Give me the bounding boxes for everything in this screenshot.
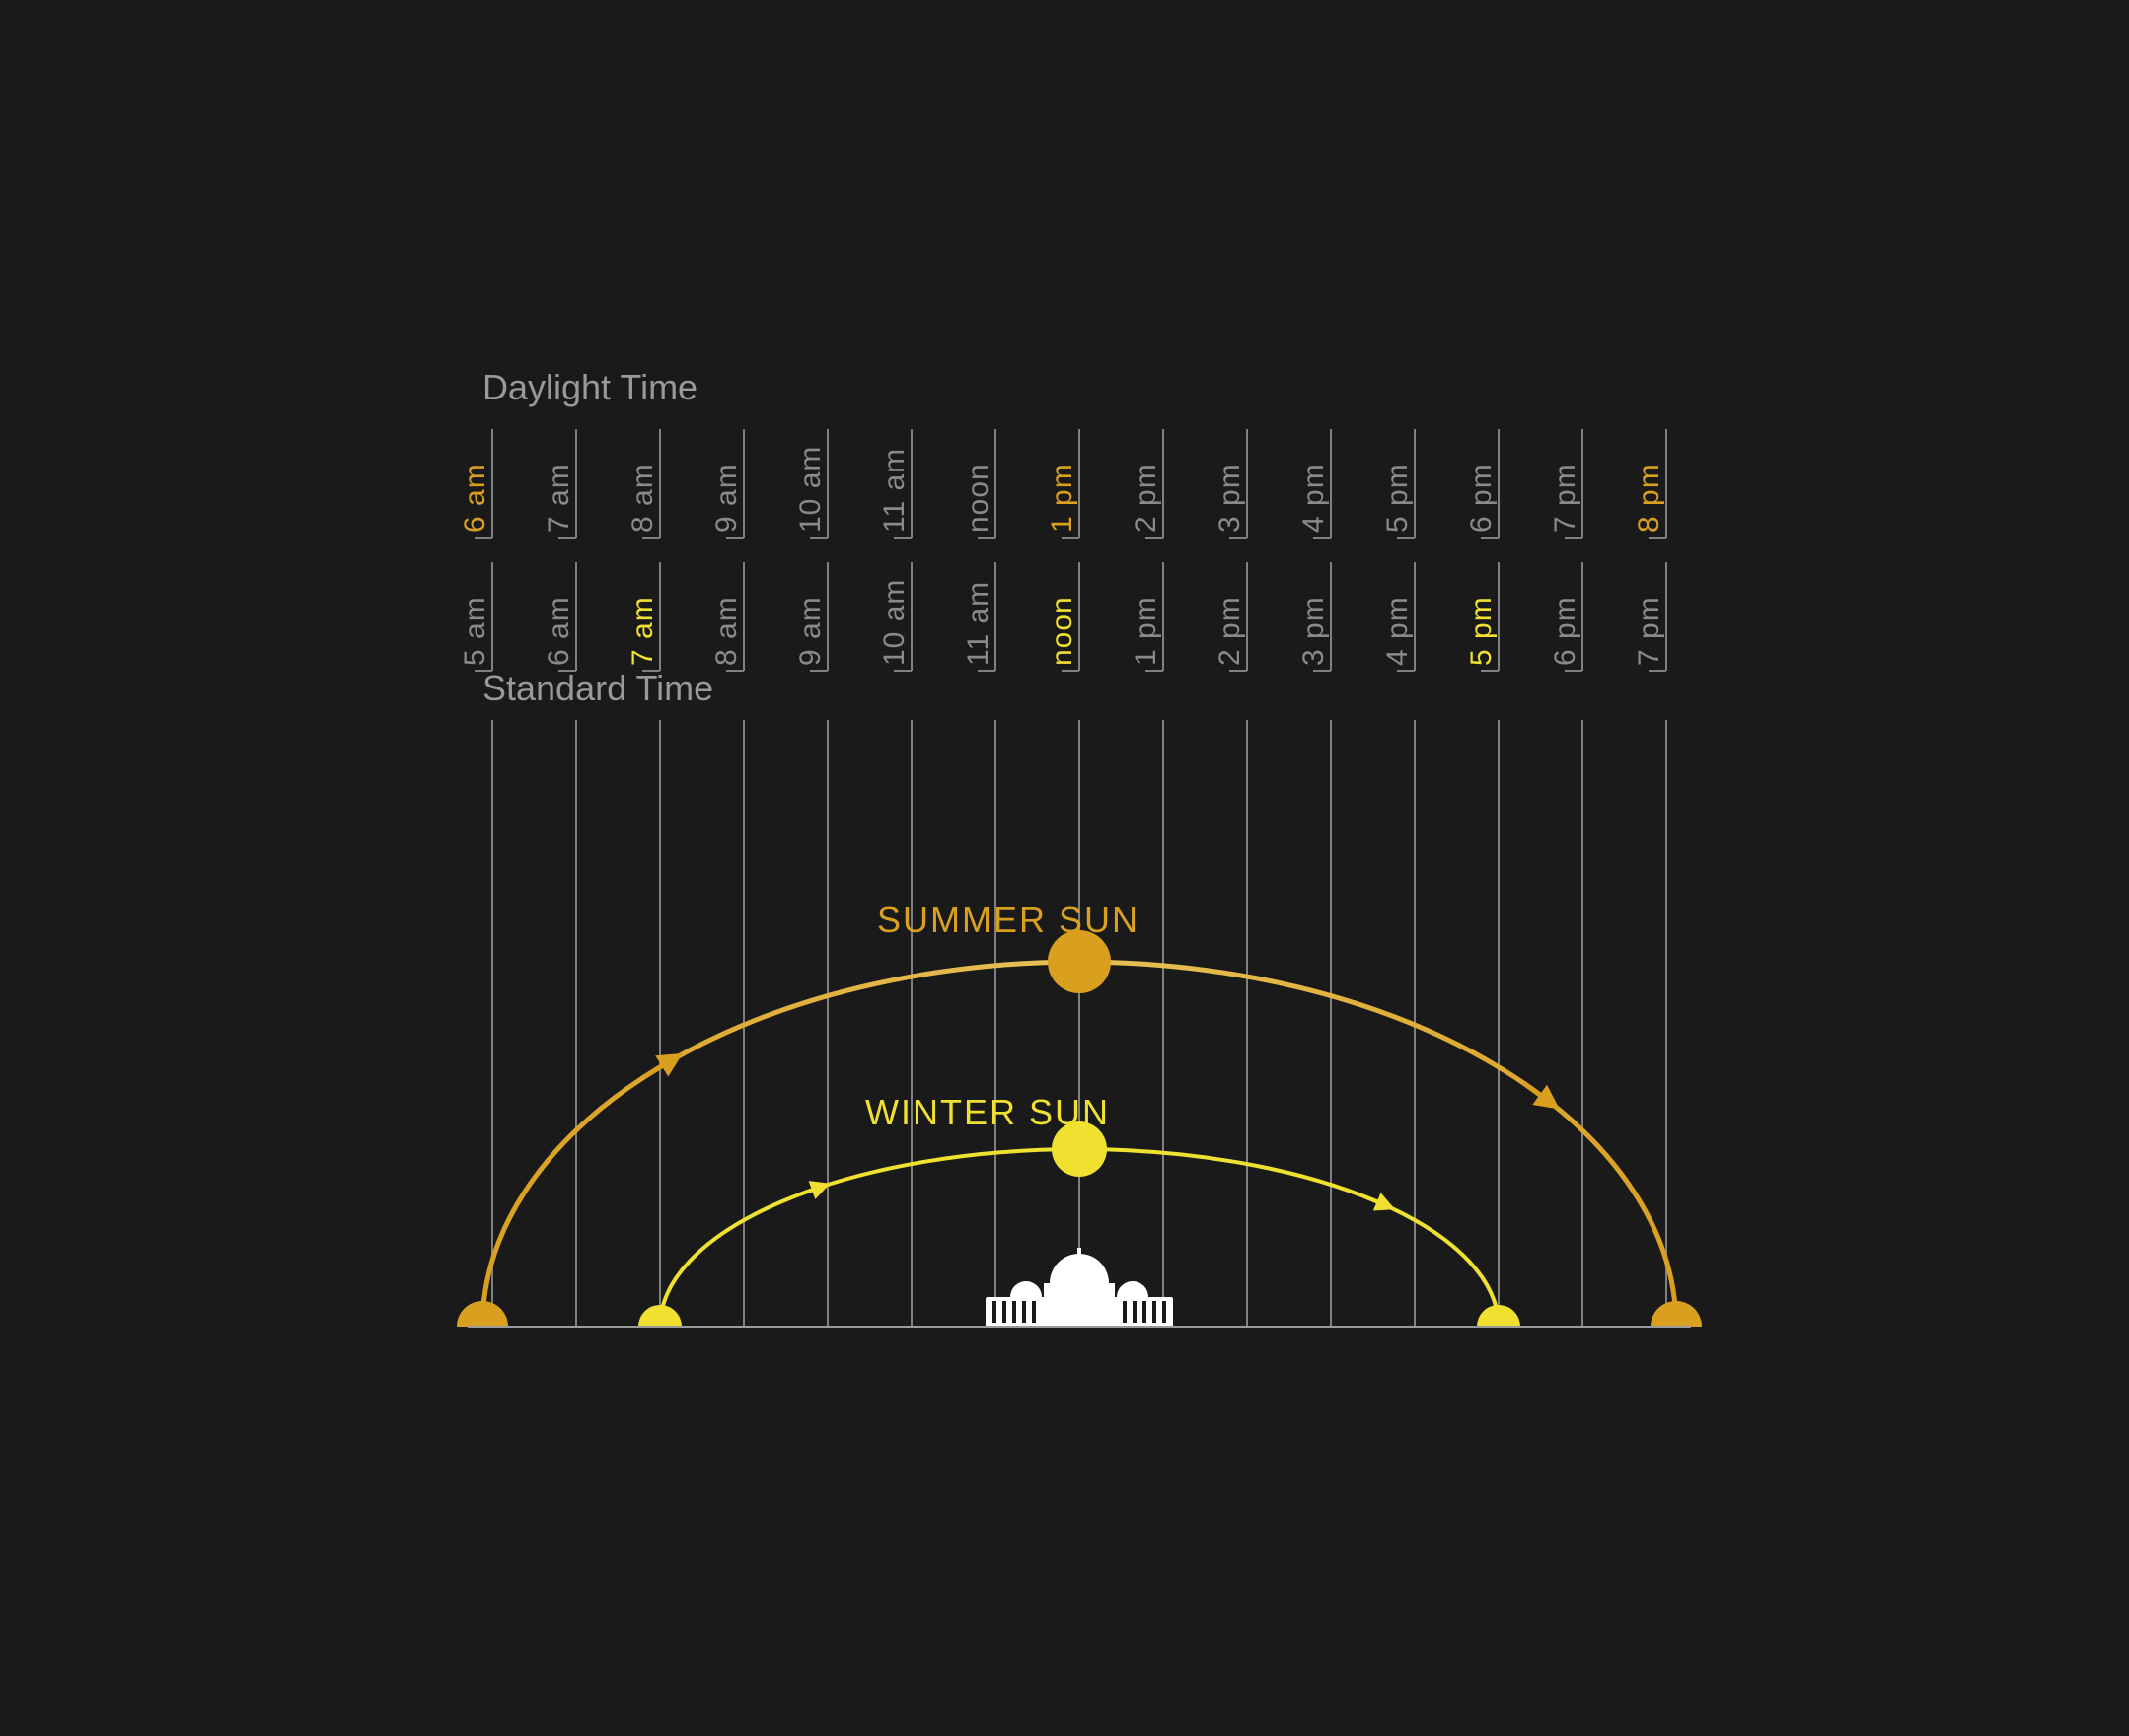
time-label: 5 am xyxy=(459,596,491,666)
time-label: 1 pm xyxy=(1046,463,1078,533)
time-label: noon xyxy=(1046,596,1078,666)
daylight-row: 6 am 7 am 8 am 9 am 10 am 11 am noon 1 pm 2 pm 3 … xyxy=(459,446,1665,533)
summer-label: SUMMER SUN xyxy=(877,900,1139,940)
winter-arrow xyxy=(799,1187,822,1194)
time-label: 6 pm xyxy=(1549,596,1581,666)
time-label: 10 am xyxy=(794,446,827,533)
observatory-icon xyxy=(986,1248,1173,1327)
time-label: 7 am xyxy=(543,463,575,533)
time-grid xyxy=(475,429,1666,1327)
summer-arrow xyxy=(1523,1082,1550,1102)
time-label: 6 am xyxy=(543,596,575,666)
time-label: 11 am xyxy=(962,581,994,666)
time-label: 8 am xyxy=(710,596,743,666)
time-label: 8 pm xyxy=(1633,463,1665,533)
time-label: 2 pm xyxy=(1213,596,1246,666)
time-label: 6 pm xyxy=(1465,463,1498,533)
standard-title: Standard Time xyxy=(482,668,713,708)
time-label: 6 am xyxy=(459,463,491,533)
time-label: 10 am xyxy=(878,579,911,666)
standard-row: 5 am 6 am 7 am 8 am 9 am 10 am 11 am noon 1 pm 2 … xyxy=(459,579,1665,666)
time-label: 9 am xyxy=(710,463,743,533)
time-label: 5 pm xyxy=(1381,463,1414,533)
time-label: 2 pm xyxy=(1130,463,1162,533)
summer-arrow xyxy=(643,1059,673,1077)
time-label: 9 am xyxy=(794,596,827,666)
sun-path-diagram: Daylight TimeStandard Time6 am7 am8 am9 … xyxy=(413,340,1716,1396)
time-label: 7 pm xyxy=(1549,463,1581,533)
winter-arrow xyxy=(1365,1196,1386,1205)
diagram-svg: Daylight TimeStandard Time6 am7 am8 am9 … xyxy=(413,340,1716,1396)
time-label: 11 am xyxy=(878,448,911,533)
time-label: 7 pm xyxy=(1633,596,1665,666)
time-label: 3 pm xyxy=(1213,463,1246,533)
time-label: 8 am xyxy=(626,463,659,533)
time-label: 3 pm xyxy=(1297,596,1330,666)
daylight-title: Daylight Time xyxy=(482,367,697,407)
time-label: 4 pm xyxy=(1297,463,1330,533)
winter-label: WINTER SUN xyxy=(865,1092,1110,1132)
time-label: noon xyxy=(962,463,994,533)
time-label: 5 pm xyxy=(1465,596,1498,666)
time-label: 7 am xyxy=(626,596,659,666)
time-label: 1 pm xyxy=(1130,596,1162,666)
time-label: 4 pm xyxy=(1381,596,1414,666)
